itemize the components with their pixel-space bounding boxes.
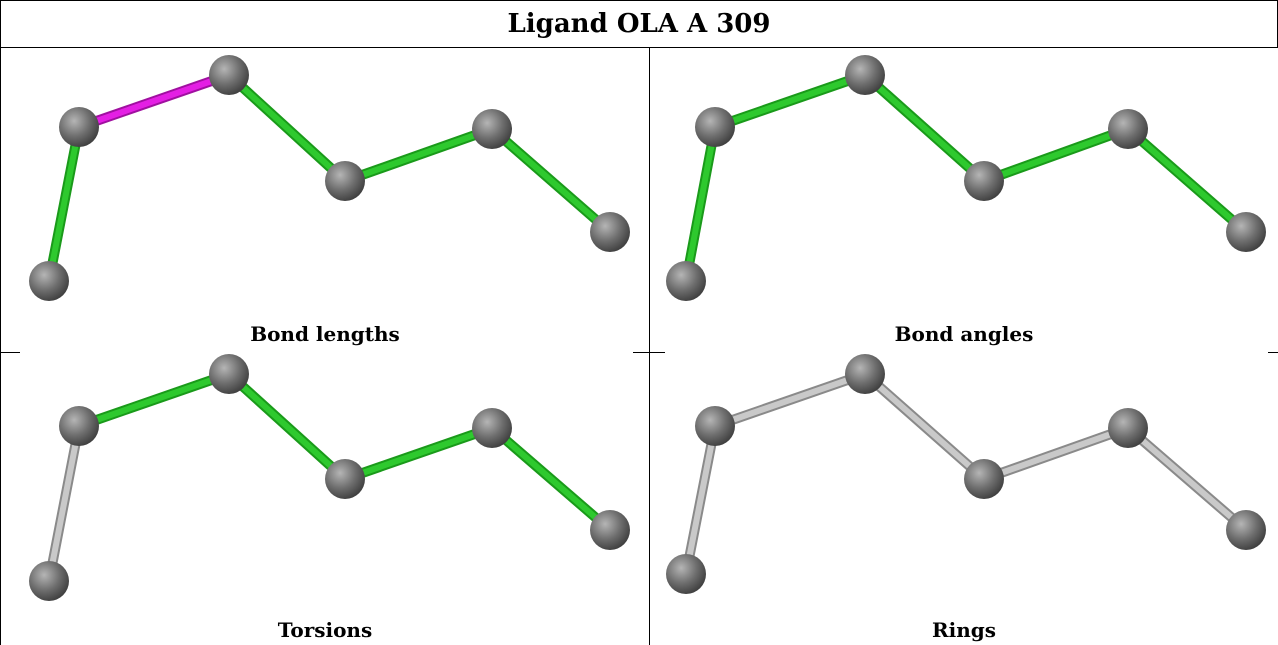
atom-sphere (590, 212, 630, 252)
atom-sphere (590, 510, 630, 550)
panel-bond-lengths: Bond lengths (1, 48, 649, 352)
bond-ok (710, 70, 870, 132)
bond-ok (340, 124, 497, 186)
bond-ok (224, 369, 350, 484)
outer-top-border (0, 0, 1278, 1)
atom-sphere (845, 354, 885, 394)
panel-torsions: Torsions (1, 353, 649, 645)
bond-unassessed (710, 369, 870, 431)
molecule-diagram (666, 55, 1266, 301)
atom-sphere (695, 107, 735, 147)
title-divider (0, 47, 1278, 48)
atom-sphere (964, 459, 1004, 499)
atom-sphere (845, 55, 885, 95)
panel-caption: Bond lengths (250, 322, 400, 346)
panel-caption: Bond angles (894, 322, 1034, 346)
atom-sphere (59, 107, 99, 147)
panel-caption: Rings (931, 618, 996, 642)
row-divider-right (1268, 352, 1278, 353)
bond-ok (340, 423, 497, 484)
bond-ok (979, 124, 1133, 186)
bond-ok (860, 70, 989, 186)
figure-title: Ligand OLA A 309 (507, 9, 771, 39)
atom-sphere (1108, 408, 1148, 448)
bond-ok (681, 122, 720, 286)
bond-unassessed (44, 421, 84, 586)
atom-sphere (472, 408, 512, 448)
outer-left-border (0, 0, 1, 645)
atom-sphere (1108, 109, 1148, 149)
bond-unassessed (860, 369, 989, 484)
atom-sphere (964, 161, 1004, 201)
atom-sphere (325, 161, 365, 201)
molecule-diagram (29, 55, 630, 301)
atom-sphere (666, 554, 706, 594)
atom-sphere (695, 406, 735, 446)
atom-sphere (59, 406, 99, 446)
atom-sphere (209, 354, 249, 394)
atom-sphere (29, 261, 69, 301)
bond-ok (1123, 124, 1251, 237)
bond-unassessed (681, 421, 720, 579)
atom-sphere (325, 459, 365, 499)
row-divider-left (0, 352, 20, 353)
atom-sphere (1226, 212, 1266, 252)
bond-unassessed (1123, 423, 1251, 535)
bond-outlier (74, 70, 234, 132)
column-divider (649, 48, 650, 645)
bond-ok (74, 369, 234, 431)
atom-sphere (209, 55, 249, 95)
atom-sphere (472, 109, 512, 149)
bond-ok (487, 124, 615, 237)
atom-sphere (666, 261, 706, 301)
bond-ok (224, 70, 350, 186)
bond-unassessed (979, 423, 1133, 484)
molecule-diagram (666, 354, 1266, 594)
atom-sphere (1226, 510, 1266, 550)
panel-bond-angles: Bond angles (650, 48, 1278, 352)
row-divider-mid (633, 352, 665, 353)
panel-caption: Torsions (277, 618, 373, 642)
panel-rings: Rings (650, 353, 1278, 645)
atom-sphere (29, 561, 69, 601)
bond-ok (487, 423, 615, 535)
molecule-diagram (29, 354, 630, 601)
bond-ok (44, 122, 84, 286)
